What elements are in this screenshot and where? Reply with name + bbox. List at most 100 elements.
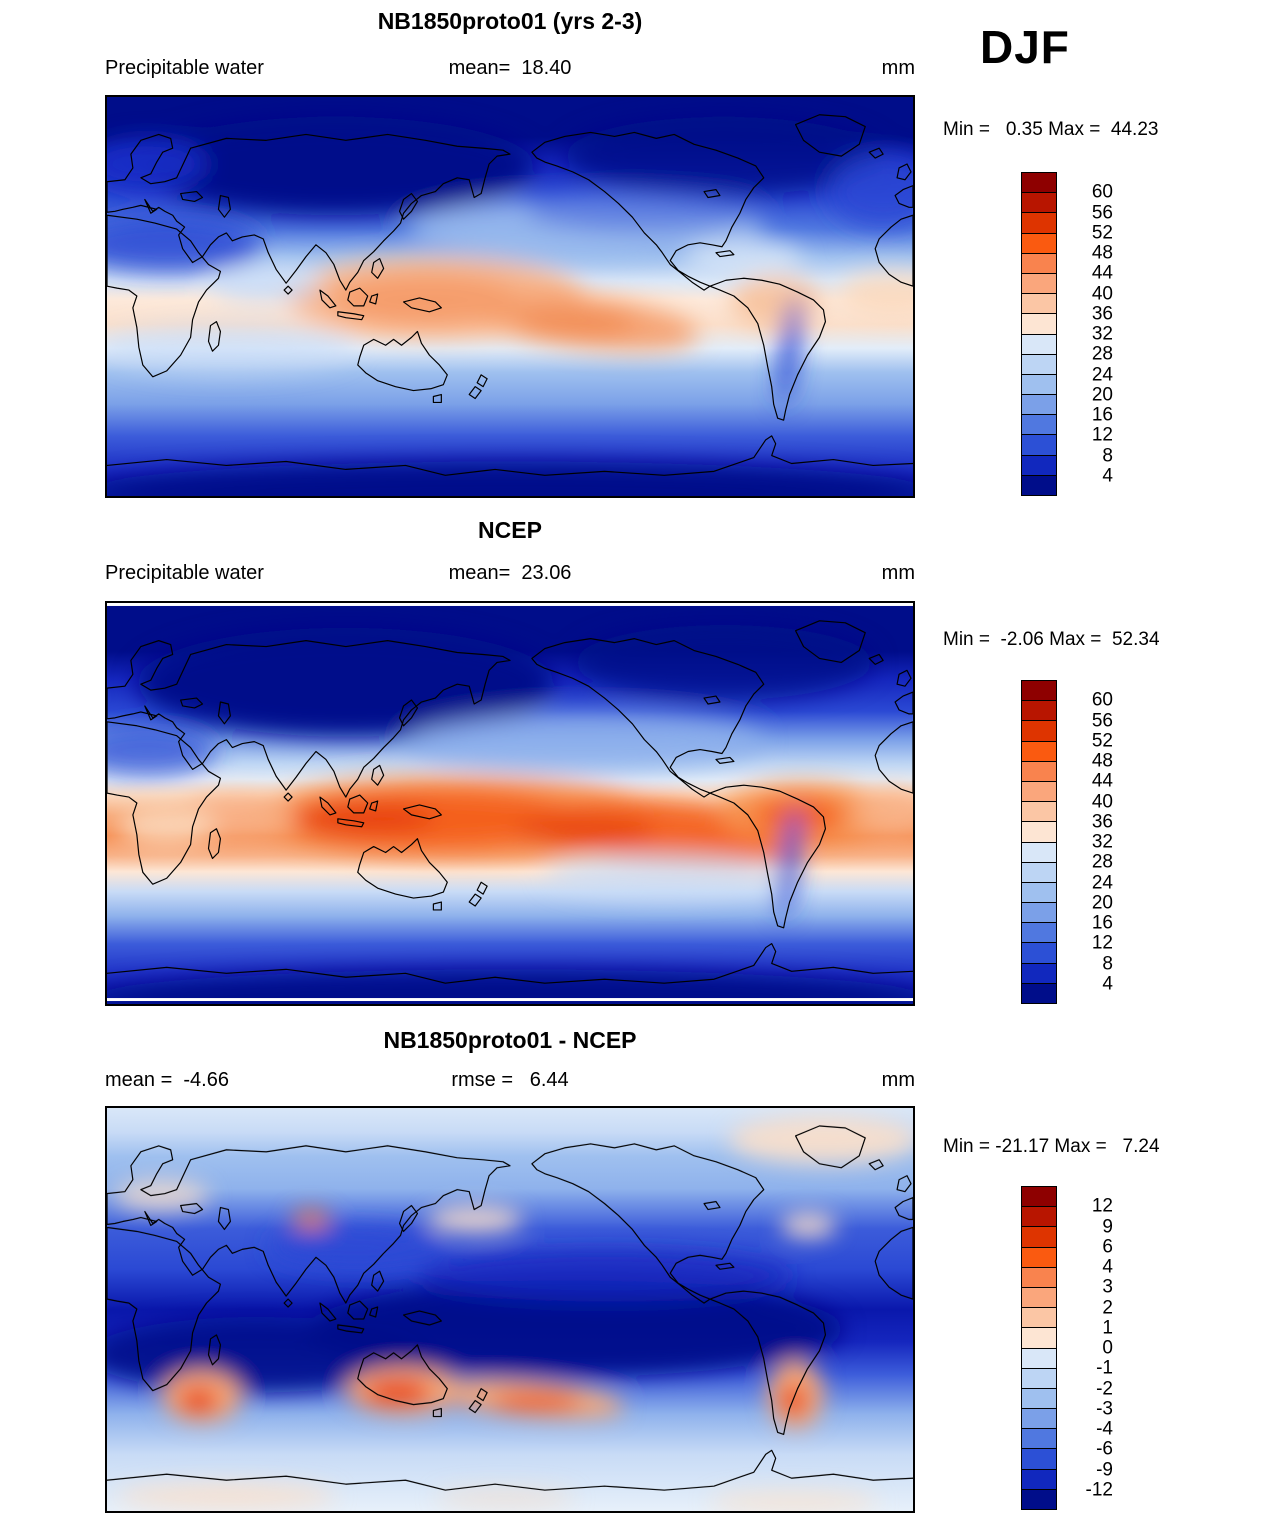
colorbar-cell xyxy=(1022,435,1056,456)
colorbar-cell xyxy=(1022,781,1056,803)
colorbar-tick: 44 xyxy=(1091,262,1113,284)
colorbar-cell xyxy=(1022,294,1056,315)
colorbar-cell xyxy=(1022,802,1056,823)
colorbar-cell xyxy=(1022,193,1056,214)
colorbar-tick: 0 xyxy=(1102,1337,1113,1359)
colorbar-tick: 56 xyxy=(1091,710,1113,731)
panel2-units: mm xyxy=(881,562,915,584)
panel1-minmax: Min = 0.35 Max = 44.23 xyxy=(943,119,1159,140)
colorbar-cells xyxy=(1021,680,1057,1004)
colorbar-tick: 9 xyxy=(1102,1216,1113,1237)
colorbar-tick: 36 xyxy=(1091,303,1113,325)
colorbar-tick: 52 xyxy=(1091,730,1113,752)
colorbar-cell xyxy=(1022,903,1056,924)
colorbar-cell xyxy=(1022,862,1056,883)
colorbar-tick: 4 xyxy=(1102,1256,1113,1278)
colorbar-cell xyxy=(1022,882,1056,904)
panel3-minmax: Min = -21.17 Max = 7.24 xyxy=(943,1136,1160,1157)
colorbar-tick-labels: 60 56 52 48 44 40 36 32 28 24 20 16 12 8 4 xyxy=(1065,680,1113,1004)
panel3-title: NB1850proto01 - NCEP xyxy=(383,1027,637,1053)
colorbar-cell xyxy=(1022,681,1056,702)
colorbar-tick: 24 xyxy=(1091,872,1113,893)
panel3-subheader: mean = -4.66 rmse = 6.44 mm xyxy=(105,1069,915,1092)
colorbar-cell xyxy=(1022,395,1056,416)
colorbar-tick: 12 xyxy=(1091,932,1113,954)
colorbar-cell xyxy=(1022,1227,1056,1248)
colorbar-cell xyxy=(1022,1207,1056,1228)
colorbar-tick: 28 xyxy=(1091,343,1113,365)
colorbar-cell xyxy=(1022,923,1056,944)
colorbar-tick-labels: 12 9 6 4 3 2 1 0 -1 -2 -3 -4 -6 -9 -12 xyxy=(1065,1186,1113,1510)
colorbar-tick: 44 xyxy=(1091,770,1113,792)
panel2-colorbar: 60 56 52 48 44 40 36 32 28 24 20 16 12 8 4 xyxy=(1021,680,1113,1004)
colorbar-cell xyxy=(1022,374,1056,396)
colorbar-cell xyxy=(1022,761,1056,782)
panel3-units: mm xyxy=(881,1069,915,1091)
colorbar-cell xyxy=(1022,1489,1056,1509)
colorbar-tick: 32 xyxy=(1091,323,1113,345)
colorbar-cell xyxy=(1022,1287,1056,1309)
colorbar-tick: -6 xyxy=(1096,1438,1113,1460)
map-ncep xyxy=(105,601,915,1006)
colorbar-cell xyxy=(1022,354,1056,375)
colorbar-cell xyxy=(1022,1328,1056,1349)
colorbar-cell xyxy=(1022,334,1056,355)
colorbar-tick-labels: 60 56 52 48 44 40 36 32 28 24 20 16 12 8 4 xyxy=(1065,172,1113,496)
colorbar-tick: 52 xyxy=(1091,222,1113,244)
colorbar-tick: 48 xyxy=(1091,242,1113,264)
colorbar-tick: 40 xyxy=(1091,283,1113,304)
panel1-colorbar: 60 56 52 48 44 40 36 32 28 24 20 16 12 8 4 xyxy=(1021,172,1113,496)
colorbar-tick: 36 xyxy=(1091,811,1113,833)
season-label: DJF xyxy=(980,21,1070,73)
colorbar-cell xyxy=(1022,1348,1056,1369)
map-diff xyxy=(105,1106,915,1513)
colorbar-cell xyxy=(1022,1247,1056,1268)
colorbar-tick: 4 xyxy=(1102,973,1113,995)
map-model-svg xyxy=(107,97,913,496)
colorbar-tick: 12 xyxy=(1091,1195,1113,1217)
colorbar-tick: -4 xyxy=(1096,1418,1113,1440)
colorbar-tick: 24 xyxy=(1091,364,1113,385)
colorbar-cell xyxy=(1022,314,1056,335)
map-ncep-svg xyxy=(107,603,913,1004)
panel1-mean: mean= 18.40 xyxy=(448,57,572,79)
colorbar-tick: 48 xyxy=(1091,750,1113,772)
colorbar-cell xyxy=(1022,741,1056,762)
colorbar-cell xyxy=(1022,1368,1056,1389)
panel3-colorbar: 12 9 6 4 3 2 1 0 -1 -2 -3 -4 -6 -9 -12 xyxy=(1021,1186,1113,1510)
colorbar-cell xyxy=(1022,701,1056,722)
colorbar-tick: 2 xyxy=(1102,1297,1113,1318)
colorbar-cell xyxy=(1022,983,1056,1003)
colorbar-cell xyxy=(1022,963,1056,984)
colorbar-cell xyxy=(1022,1187,1056,1208)
colorbar-cells xyxy=(1021,172,1057,496)
colorbar-cell xyxy=(1022,213,1056,234)
panel3-rmse: rmse = 6.44 xyxy=(451,1069,569,1091)
colorbar-cell xyxy=(1022,253,1056,274)
colorbar-cell xyxy=(1022,842,1056,863)
colorbar-cell xyxy=(1022,721,1056,742)
colorbar-cell xyxy=(1022,475,1056,495)
colorbar-cell xyxy=(1022,415,1056,436)
colorbar-tick: -9 xyxy=(1096,1459,1113,1480)
colorbar-tick: 3 xyxy=(1102,1276,1113,1298)
panel2-mean: mean= 23.06 xyxy=(448,562,572,584)
colorbar-tick: 1 xyxy=(1102,1317,1113,1339)
colorbar-tick: -3 xyxy=(1096,1398,1113,1420)
colorbar-tick: 8 xyxy=(1102,953,1113,974)
colorbar-cell xyxy=(1022,1388,1056,1410)
panel1-subheader: Precipitable water mean= 18.40 mm xyxy=(105,57,915,80)
colorbar-tick: -12 xyxy=(1085,1479,1113,1501)
colorbar-cell xyxy=(1022,1429,1056,1450)
panel2-field-label: Precipitable water xyxy=(105,562,264,584)
colorbar-tick: 8 xyxy=(1102,445,1113,466)
panel1-title: NB1850proto01 (yrs 2-3) xyxy=(377,8,643,34)
colorbar-cell xyxy=(1022,1449,1056,1470)
colorbar-cell xyxy=(1022,273,1056,295)
colorbar-tick: 16 xyxy=(1091,404,1113,426)
colorbar-tick: -2 xyxy=(1096,1378,1113,1399)
colorbar-tick: 32 xyxy=(1091,831,1113,853)
colorbar-cell xyxy=(1022,1409,1056,1430)
colorbar-cell xyxy=(1022,173,1056,194)
